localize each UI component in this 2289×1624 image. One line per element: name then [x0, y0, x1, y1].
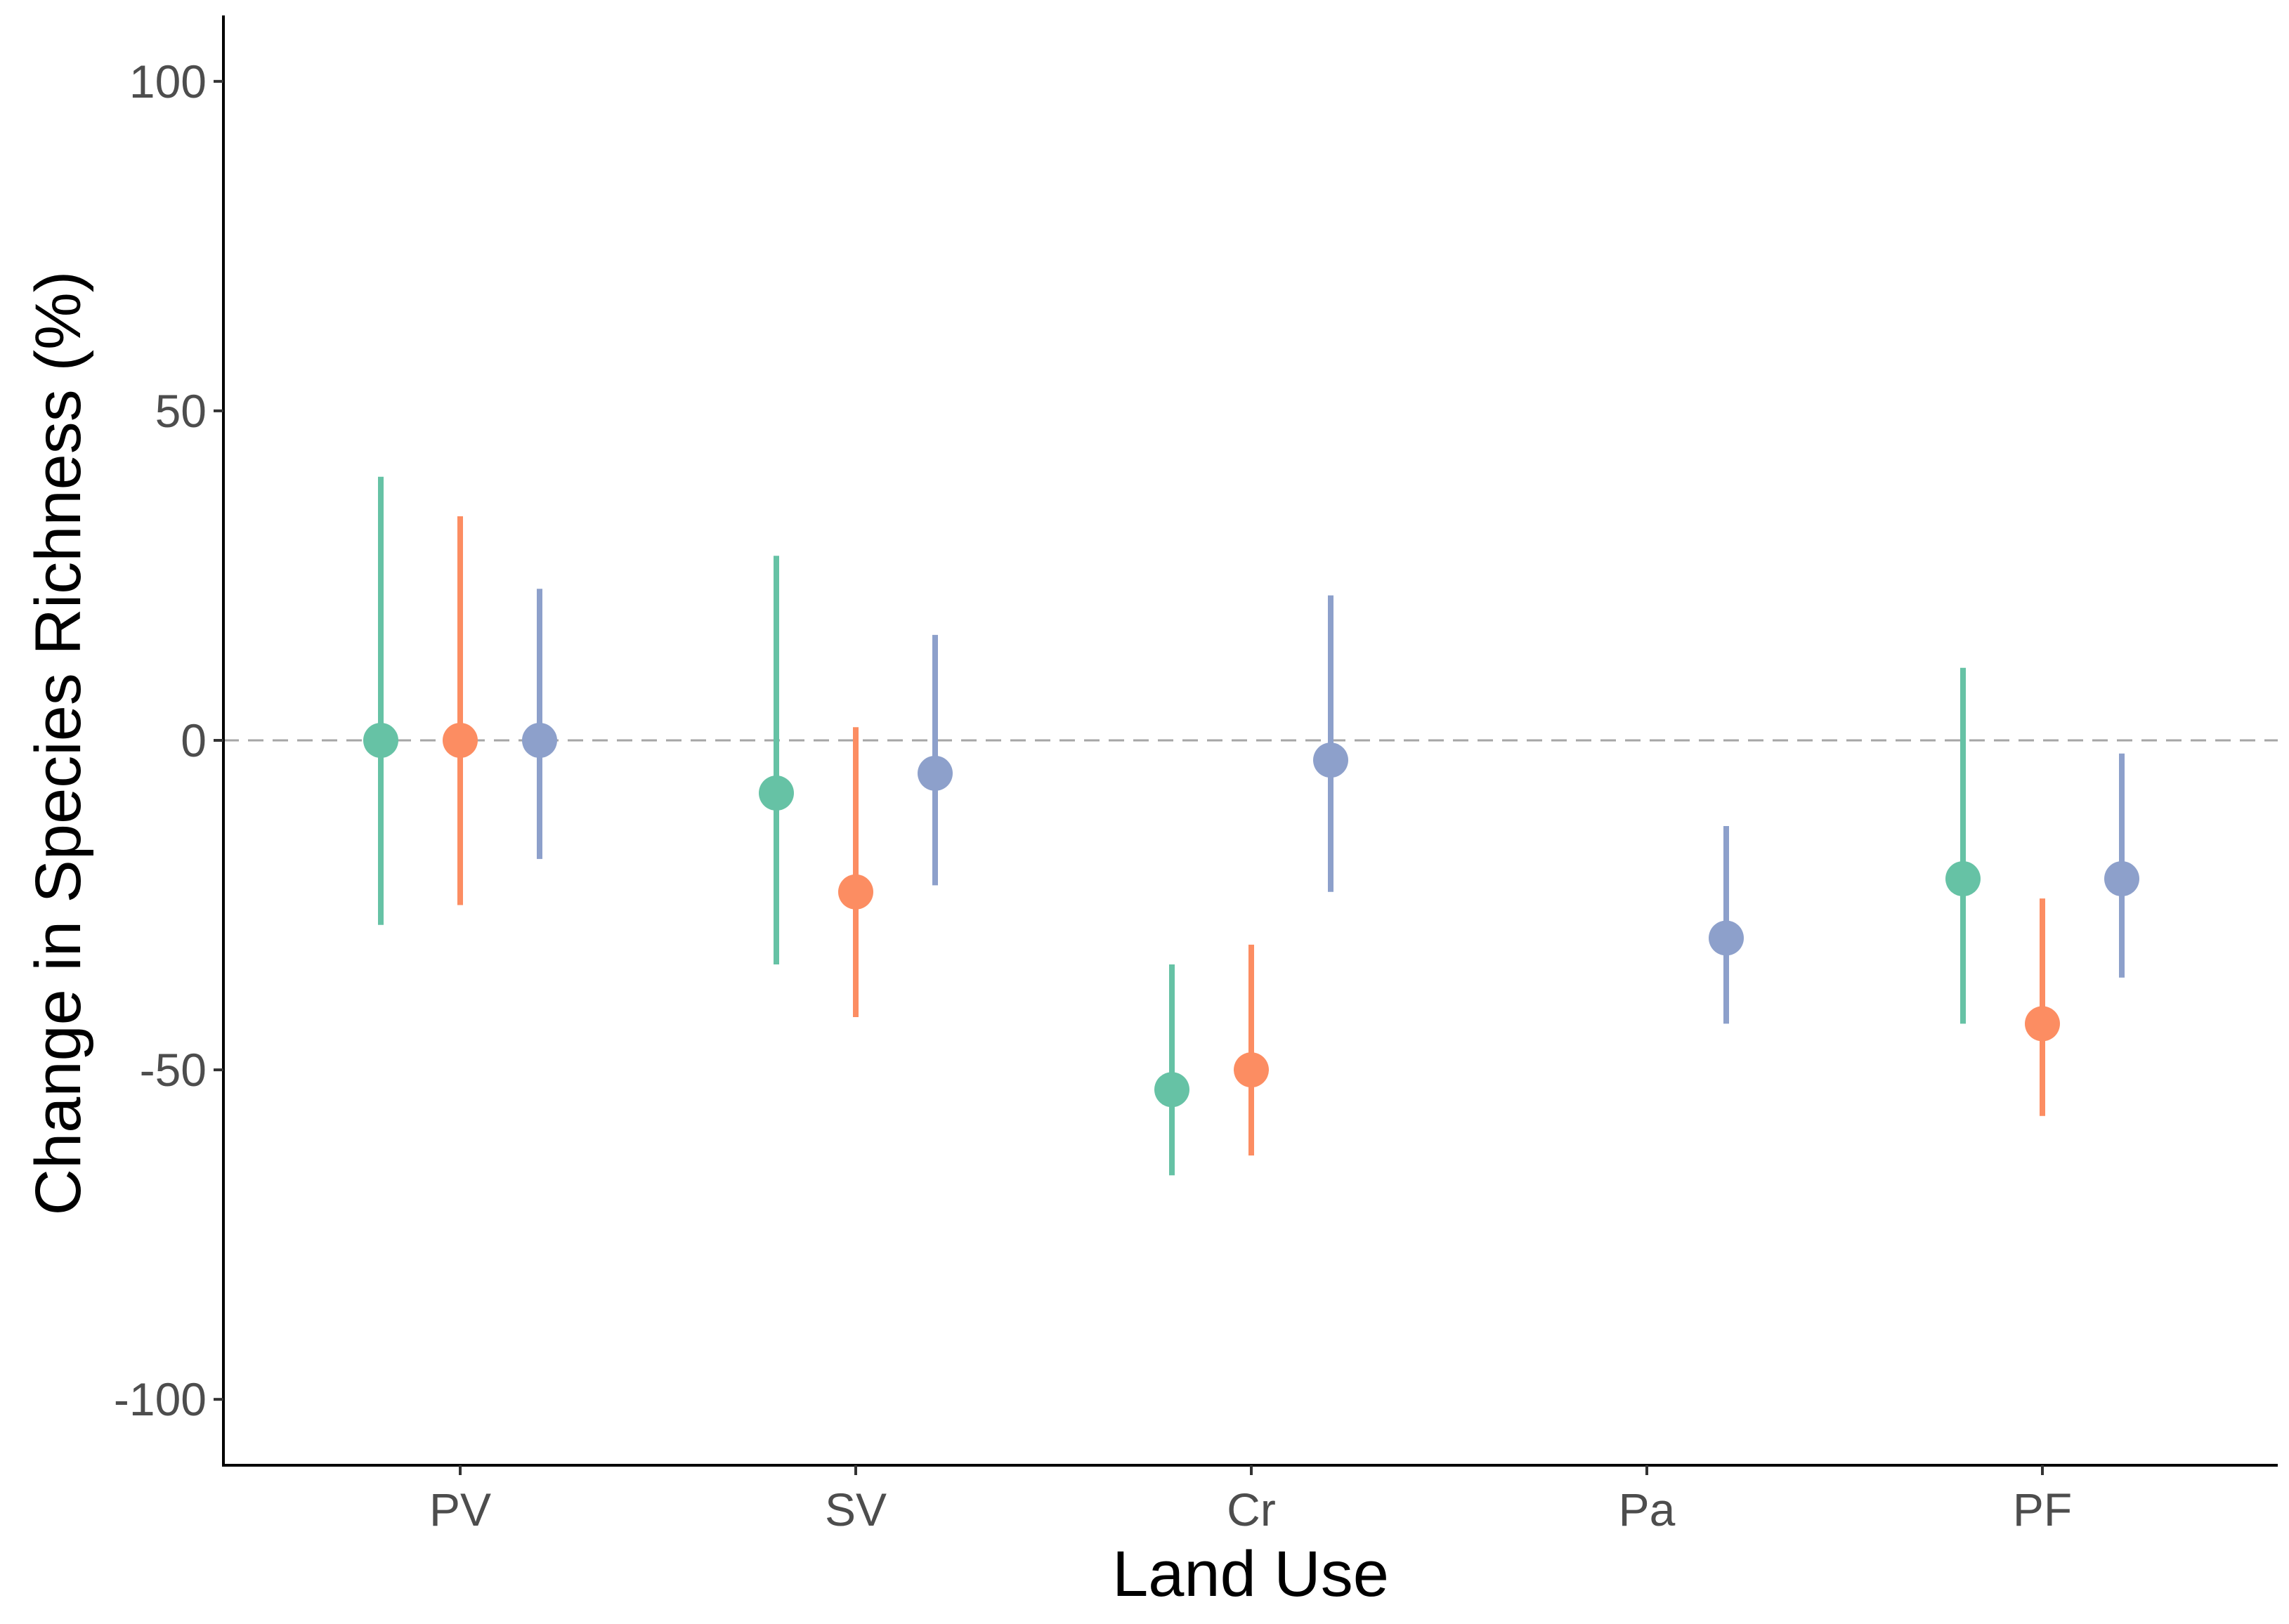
- data-marks: [363, 476, 2139, 1176]
- y-tick-label: 100: [129, 55, 207, 107]
- y-axis-title: Change in Species Richness (%): [22, 271, 94, 1216]
- data-point: [1154, 1072, 1189, 1108]
- data-point: [443, 723, 478, 758]
- x-axis-title: Land Use: [1112, 1538, 1389, 1610]
- data-point: [1945, 861, 1981, 897]
- x-tick-label: PV: [429, 1484, 491, 1535]
- data-point: [522, 723, 557, 758]
- y-tick-label: -50: [140, 1044, 207, 1096]
- y-tick-label: 50: [155, 385, 207, 437]
- y-axis-ticks: -100 -50 0 50 100: [114, 55, 223, 1425]
- y-tick-label: -100: [114, 1373, 207, 1425]
- data-point: [759, 775, 794, 811]
- x-tick-label: SV: [825, 1484, 887, 1535]
- data-point: [2025, 1006, 2060, 1042]
- data-point: [1234, 1052, 1269, 1088]
- data-point: [918, 755, 953, 791]
- x-tick-label: PF: [2013, 1484, 2072, 1535]
- y-tick-label: 0: [181, 714, 207, 766]
- data-point: [1313, 742, 1348, 778]
- x-tick-label: Cr: [1227, 1484, 1276, 1535]
- x-axis-ticks: PV SV Cr Pa PF: [429, 1465, 2072, 1535]
- data-point: [838, 874, 873, 910]
- data-point: [1709, 920, 1744, 956]
- data-point: [2104, 861, 2139, 897]
- data-point: [363, 723, 398, 758]
- x-tick-label: Pa: [1619, 1484, 1676, 1535]
